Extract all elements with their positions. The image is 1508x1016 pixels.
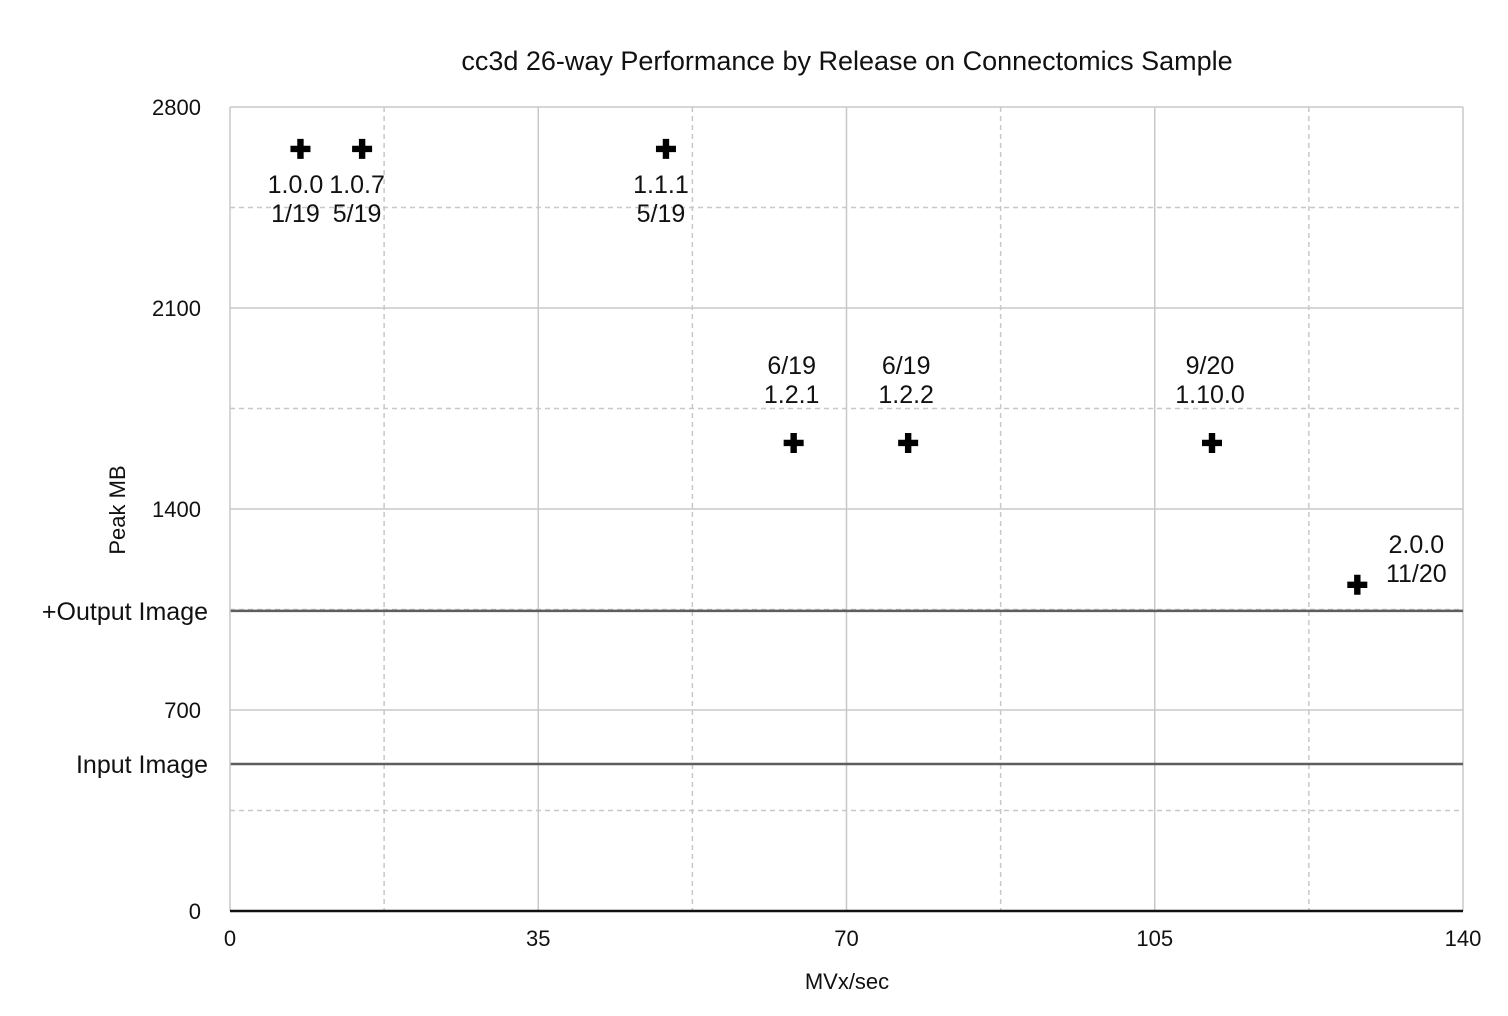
data-point-label: 2.0.0 [1389,531,1445,559]
data-point-marker [655,138,676,159]
reference-line-label: +Output Image [42,598,208,626]
x-tick-label: 70 [834,926,858,951]
data-point-marker [1347,574,1368,595]
data-point-label: 5/19 [333,200,382,228]
data-point-marker [1201,432,1222,453]
y-tick-label: 2800 [152,95,201,120]
x-tick-label: 140 [1445,926,1482,951]
data-points [290,138,1368,595]
data-point-label: 1.0.0 [268,171,324,199]
reference-lines: +Output Image Input Image [42,598,1463,779]
data-point-label: 6/19 [882,352,931,380]
x-tick-label: 35 [526,926,550,951]
data-point-label: 1.2.1 [764,381,820,409]
y-tick-label: 2100 [152,296,201,321]
data-point-label: 11/20 [1386,560,1447,588]
x-axis-title: MVx/sec [805,969,889,994]
grid-layer [230,106,1464,911]
data-point-label: 5/19 [637,200,686,228]
data-point-label: 1.10.0 [1175,381,1245,409]
data-point-label: 1.2.2 [878,381,934,409]
data-point-marker [783,432,804,453]
data-point-label: 1/19 [271,200,320,228]
data-point-label: 1.0.7 [329,171,385,199]
data-point-marker [290,138,311,159]
data-point-marker [352,138,373,159]
y-tick-label: 1400 [152,497,201,522]
x-tick-label: 105 [1136,926,1173,951]
y-tick-label: 700 [164,698,201,723]
data-point-marker [898,432,919,453]
data-point-label: 6/19 [767,352,816,380]
data-point-label: 1.1.1 [633,171,689,199]
x-tick-label: 0 [224,926,236,951]
data-labels: 1.0.01/191.0.75/191.1.15/196/191.2.16/19… [268,171,1447,588]
y-tick-label: 0 [189,899,201,924]
reference-line-label: Input Image [76,751,208,779]
chart-title: cc3d 26-way Performance by Release on Co… [461,46,1232,76]
y-axis-title: Peak MB [105,465,130,554]
data-point-label: 9/20 [1186,352,1235,380]
